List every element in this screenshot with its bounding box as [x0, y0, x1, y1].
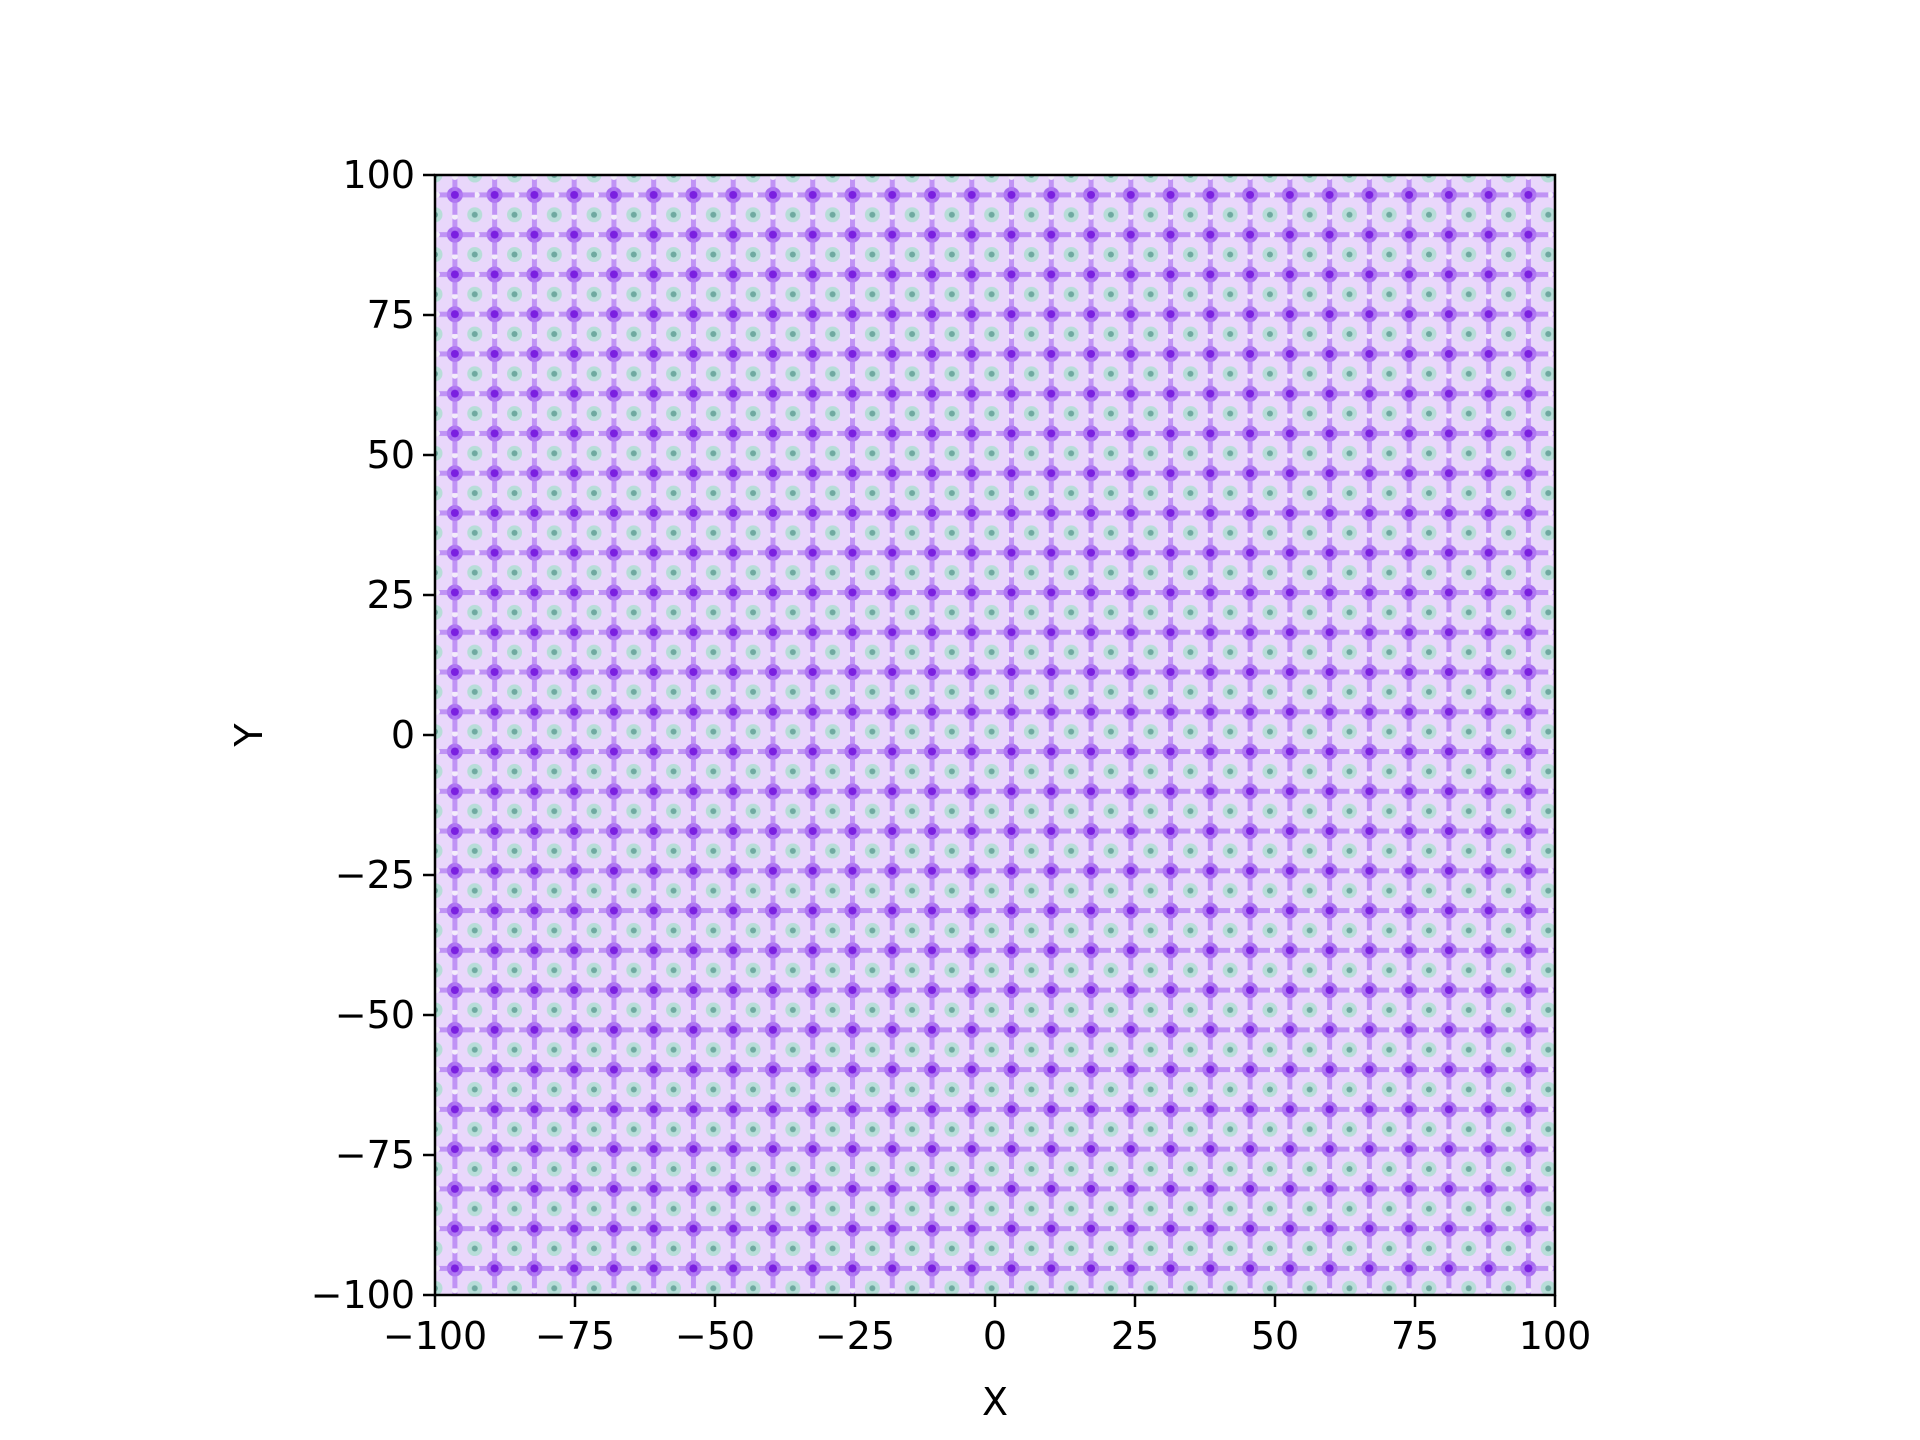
x-tick-label: −100 — [383, 1314, 487, 1358]
y-axis-label: Y — [227, 723, 271, 748]
y-tick-label: 0 — [391, 713, 415, 757]
x-axis-label: X — [982, 1380, 1008, 1424]
x-tick-label: −50 — [675, 1314, 755, 1358]
x-tick-label: 0 — [983, 1314, 1007, 1358]
x-axis: −100 −75 −50 −25 0 25 50 75 100 — [383, 1295, 1591, 1358]
x-tick-label: 100 — [1519, 1314, 1592, 1358]
heatmap-field — [435, 175, 1555, 1295]
x-tick-label: 75 — [1391, 1314, 1439, 1358]
x-tick-label: −25 — [815, 1314, 895, 1358]
x-tick-label: 50 — [1251, 1314, 1299, 1358]
y-tick-label: −100 — [311, 1273, 415, 1317]
y-tick-label: −50 — [335, 993, 415, 1037]
y-tick-label: 25 — [367, 573, 415, 617]
y-tick-label: 100 — [342, 153, 415, 197]
x-tick-label: 25 — [1111, 1314, 1159, 1358]
y-tick-label: 50 — [367, 433, 415, 477]
y-tick-label: 75 — [367, 293, 415, 337]
plot-area — [433, 173, 1557, 1297]
y-axis: −100 −75 −50 −25 0 25 50 75 100 — [311, 153, 435, 1317]
y-tick-label: −75 — [335, 1133, 415, 1177]
x-tick-label: −75 — [535, 1314, 615, 1358]
y-tick-label: −25 — [335, 853, 415, 897]
